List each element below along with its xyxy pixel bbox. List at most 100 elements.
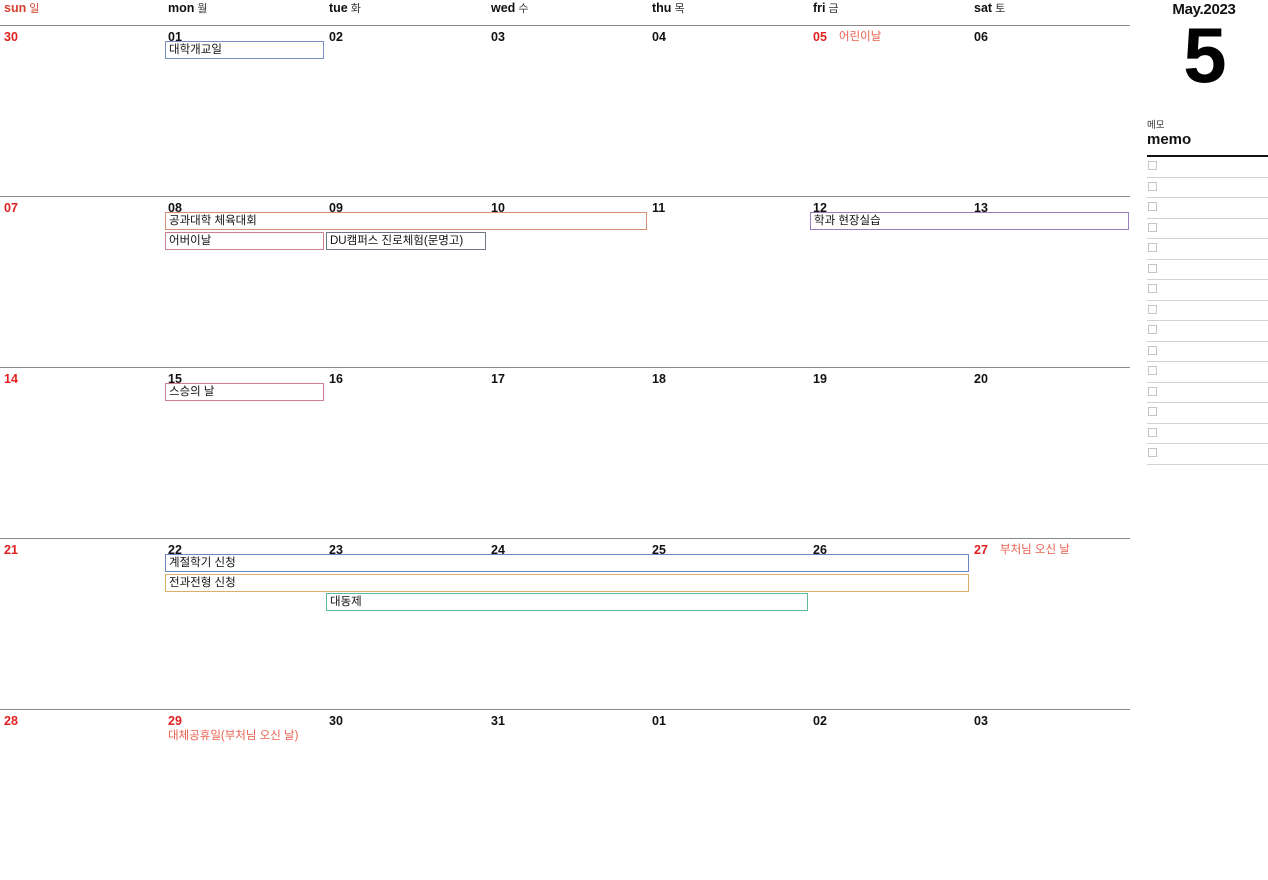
week-separator (0, 538, 1130, 539)
day-number[interactable]: 18 (652, 372, 666, 386)
day-number[interactable]: 19 (813, 372, 827, 386)
day-number[interactable]: 24 (491, 543, 505, 557)
memo-checkbox[interactable] (1148, 284, 1157, 293)
memo-checkbox[interactable] (1148, 427, 1157, 437)
day-number[interactable]: 23 (329, 543, 343, 557)
day-number[interactable]: 02 (329, 30, 343, 44)
memo-checkbox[interactable] (1148, 448, 1157, 457)
day-number[interactable]: 03 (491, 30, 505, 44)
day-number[interactable]: 29 (168, 714, 182, 728)
memo-row[interactable] (1147, 239, 1268, 260)
memo-checkbox[interactable] (1148, 181, 1157, 191)
calendar-event-bar[interactable]: 스승의 날 (165, 383, 324, 401)
memo-checkbox[interactable] (1148, 243, 1157, 252)
memo-row[interactable] (1147, 321, 1268, 342)
day-number[interactable]: 11 (652, 201, 666, 215)
day-number[interactable]: 27 (974, 543, 988, 557)
weekday-en: sun (4, 1, 27, 15)
day-number[interactable]: 10 (491, 201, 505, 215)
memo-checkbox[interactable] (1148, 325, 1157, 334)
month-year-label: May.2023 (1172, 1, 1236, 18)
weekday-ko: 일 (29, 3, 40, 15)
weekday-ko: 수 (518, 3, 529, 15)
day-number[interactable]: 16 (329, 372, 343, 386)
memo-checkbox[interactable] (1148, 386, 1157, 396)
calendar-event-bar[interactable]: 대학개교일 (165, 41, 324, 59)
calendar-event-bar[interactable]: 공과대학 체육대회 (165, 212, 647, 230)
memo-checkbox[interactable] (1148, 161, 1157, 170)
day-number[interactable]: 25 (652, 543, 666, 557)
memo-checkbox[interactable] (1148, 366, 1157, 375)
month-number-display: 5 (1183, 11, 1226, 99)
day-number[interactable]: 15 (168, 372, 182, 386)
weekday-ko: 화 (350, 3, 361, 15)
day-number[interactable]: 06 (974, 30, 988, 44)
memo-row[interactable] (1147, 403, 1268, 424)
memo-checkbox[interactable] (1148, 304, 1157, 314)
weekday-header-thu: thu 목 (652, 0, 685, 21)
day-number[interactable]: 20 (974, 372, 988, 386)
memo-row[interactable] (1147, 280, 1268, 301)
calendar-event-bar[interactable]: 계절학기 신청 (165, 554, 969, 572)
memo-row[interactable] (1147, 178, 1268, 198)
day-number[interactable]: 21 (4, 543, 18, 557)
memo-row[interactable] (1147, 157, 1268, 178)
week-separator (0, 367, 1130, 368)
memo-divider (1147, 155, 1268, 157)
day-number[interactable]: 08 (168, 201, 182, 215)
calendar-event-bar[interactable]: 전과전형 신청 (165, 573, 969, 592)
weekday-header-row: sun 일 mon 월 tue 화 wed 수 thu 목 fri 금 sat 토 (0, 0, 1130, 21)
memo-checkbox[interactable] (1148, 407, 1157, 416)
calendar-event-bar[interactable]: 대동제 (326, 593, 808, 611)
memo-checkbox[interactable] (1148, 202, 1157, 211)
day-number[interactable]: 03 (974, 714, 988, 728)
memo-row[interactable] (1147, 444, 1268, 465)
day-number[interactable]: 30 (4, 30, 18, 44)
day-number[interactable]: 17 (491, 372, 505, 386)
calendar-page: sun 일 mon 월 tue 화 wed 수 thu 목 fri 금 sat 토 30 01 02 03 04 0… (0, 0, 1268, 742)
weekday-header-sat: sat 토 (974, 0, 1005, 21)
calendar-week-row: 28 29 대체공휴일(부처님 오신 날) 30 31 01 02 03 (0, 709, 1130, 880)
weekday-ko: 월 (197, 3, 208, 15)
memo-row[interactable] (1147, 362, 1268, 383)
day-number[interactable]: 05 (813, 30, 827, 44)
day-number[interactable]: 31 (491, 714, 505, 728)
memo-row[interactable] (1147, 342, 1268, 362)
memo-checkbox[interactable] (1148, 345, 1157, 355)
day-number[interactable]: 01 (168, 30, 182, 44)
day-number[interactable]: 26 (813, 543, 827, 557)
day-number[interactable]: 13 (974, 201, 988, 215)
week-separator (0, 709, 1130, 710)
day-number[interactable]: 12 (813, 201, 827, 215)
memo-row[interactable] (1147, 301, 1268, 321)
day-number[interactable]: 04 (652, 30, 666, 44)
memo-row[interactable] (1147, 219, 1268, 239)
day-number[interactable]: 07 (4, 201, 18, 215)
day-number[interactable]: 01 (652, 714, 666, 728)
memo-checkbox[interactable] (1148, 263, 1157, 273)
day-number[interactable]: 22 (168, 543, 182, 557)
memo-row[interactable] (1147, 424, 1268, 444)
memo-row[interactable] (1147, 383, 1268, 403)
calendar-event-bar[interactable]: 학과 현장실습 (810, 212, 1129, 230)
weekday-header-fri: fri 금 (813, 0, 839, 21)
day-number[interactable]: 28 (4, 714, 18, 728)
day-number[interactable]: 14 (4, 372, 18, 386)
calendar-week-row: 30 01 02 03 04 05 어린이날 06 대학개교일 (0, 25, 1130, 196)
memo-row[interactable] (1147, 260, 1268, 280)
calendar-event-bar[interactable]: DU캠퍼스 진로체험(문명고) (326, 231, 486, 250)
weekday-header-sun: sun 일 (4, 0, 39, 21)
week-separator (0, 196, 1130, 197)
weekday-en: sat (974, 1, 993, 15)
calendar-event-bar[interactable]: 어버이날 (165, 231, 324, 250)
day-number[interactable]: 30 (329, 714, 343, 728)
week-separator (0, 25, 1130, 26)
day-number[interactable]: 02 (813, 714, 827, 728)
weekday-en: fri (813, 1, 826, 15)
weekday-header-wed: wed 수 (491, 0, 528, 21)
memo-row[interactable] (1147, 198, 1268, 219)
day-number[interactable]: 09 (329, 201, 343, 215)
memo-checkbox[interactable] (1148, 222, 1157, 232)
holiday-label: 부처님 오신 날 (1000, 544, 1070, 556)
calendar-grid: sun 일 mon 월 tue 화 wed 수 thu 목 fri 금 sat 토 30 01 02 03 04 0… (0, 0, 1130, 742)
